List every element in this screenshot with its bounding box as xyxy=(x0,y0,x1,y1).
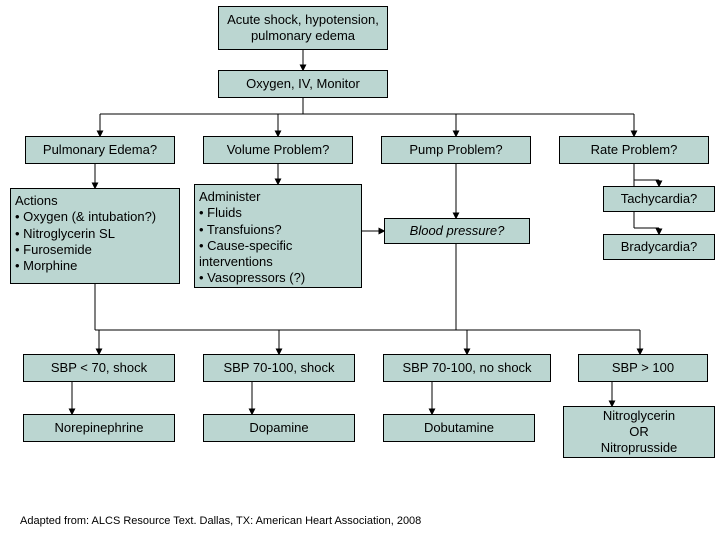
node-vol-label: Volume Problem? xyxy=(208,141,348,159)
node-sbp70100s-label: SBP 70-100, shock xyxy=(208,359,350,377)
node-tachy: Tachycardia? xyxy=(603,186,715,212)
node-sbp70s-label: SBP < 70, shock xyxy=(28,359,170,377)
node-sbp70100n-label: SBP 70-100, no shock xyxy=(388,359,546,377)
node-rate-label: Rate Problem? xyxy=(564,141,704,159)
node-actions-label: Actions• Oxygen (& intubation?)• Nitrogl… xyxy=(15,193,175,279)
node-sbp100-label: SBP > 100 xyxy=(583,359,703,377)
node-dopa-label: Dopamine xyxy=(208,419,350,437)
node-rate: Rate Problem? xyxy=(559,136,709,164)
node-sbp100: SBP > 100 xyxy=(578,354,708,382)
node-title-label: Acute shock, hypotension,pulmonary edema xyxy=(223,11,383,45)
node-tachy-label: Tachycardia? xyxy=(608,191,710,207)
node-sbp70100n: SBP 70-100, no shock xyxy=(383,354,551,382)
footnote-text: Adapted from: ALCS Resource Text. Dallas… xyxy=(20,515,421,527)
node-vol: Volume Problem? xyxy=(203,136,353,164)
node-admin-label: Administer• Fluids• Transfuions?• Cause-… xyxy=(199,189,357,283)
node-bp: Blood pressure? xyxy=(384,218,530,244)
node-ntg: NitroglycerinORNitroprusside xyxy=(563,406,715,458)
node-pump-label: Pump Problem? xyxy=(386,141,526,159)
node-dobu-label: Dobutamine xyxy=(388,419,530,437)
node-bp-label: Blood pressure? xyxy=(389,223,525,239)
node-sbp70s: SBP < 70, shock xyxy=(23,354,175,382)
node-brady: Bradycardia? xyxy=(603,234,715,260)
node-admin: Administer• Fluids• Transfuions?• Cause-… xyxy=(194,184,362,288)
node-title: Acute shock, hypotension,pulmonary edema xyxy=(218,6,388,50)
node-norepi: Norepinephrine xyxy=(23,414,175,442)
node-ntg-label: NitroglycerinORNitroprusside xyxy=(568,411,710,453)
node-sbp70100s: SBP 70-100, shock xyxy=(203,354,355,382)
node-pe: Pulmonary Edema? xyxy=(25,136,175,164)
node-dobu: Dobutamine xyxy=(383,414,535,442)
node-oim: Oxygen, IV, Monitor xyxy=(218,70,388,98)
node-dopa: Dopamine xyxy=(203,414,355,442)
node-pump: Pump Problem? xyxy=(381,136,531,164)
node-brady-label: Bradycardia? xyxy=(608,239,710,255)
node-norepi-label: Norepinephrine xyxy=(28,419,170,437)
node-oim-label: Oxygen, IV, Monitor xyxy=(223,75,383,93)
node-pe-label: Pulmonary Edema? xyxy=(30,141,170,159)
node-actions: Actions• Oxygen (& intubation?)• Nitrogl… xyxy=(10,188,180,284)
